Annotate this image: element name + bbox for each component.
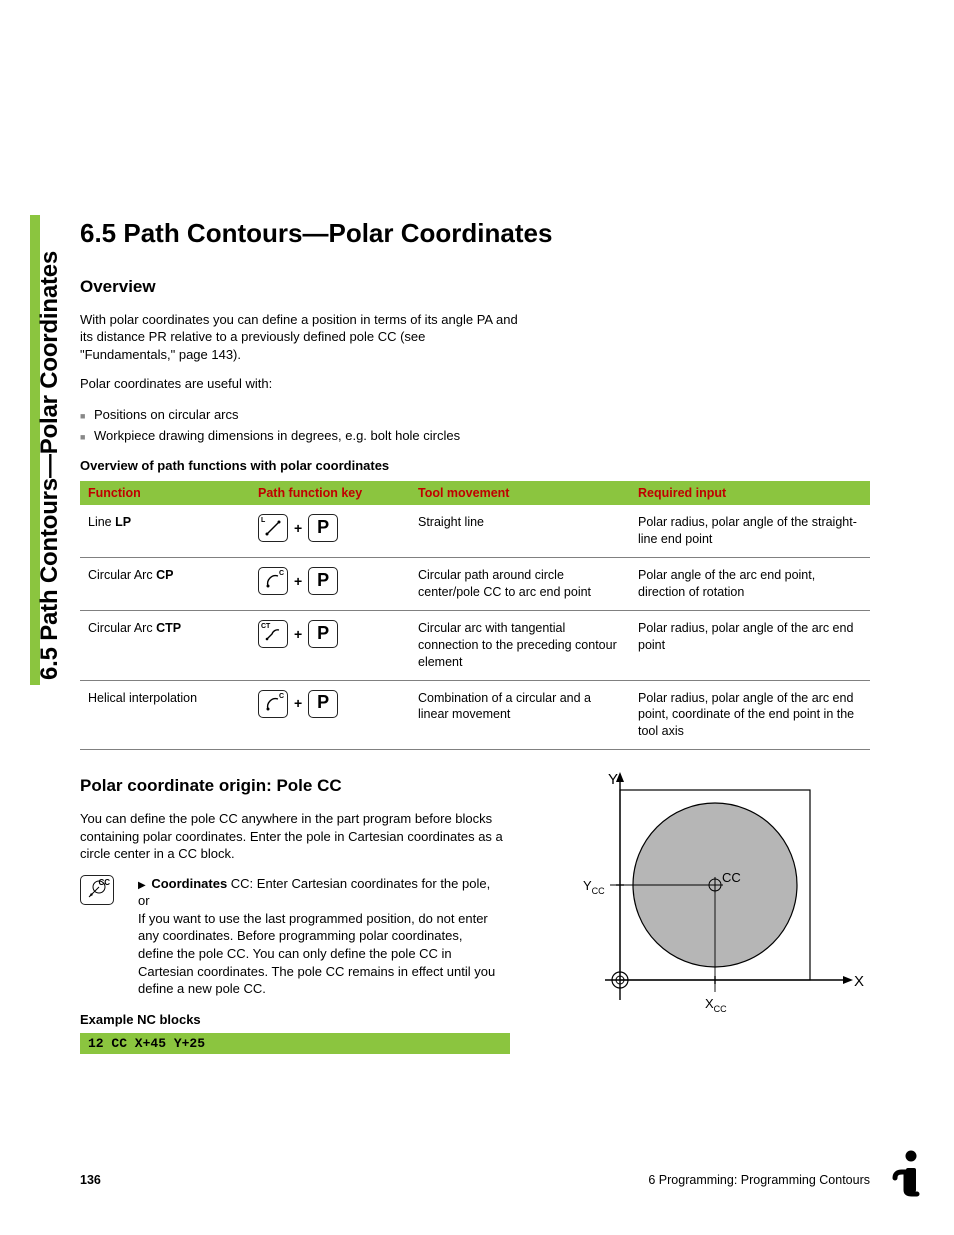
cc-center-label: CC — [722, 870, 741, 885]
path-key-icon: CT — [258, 620, 288, 648]
cell-function: Line LP — [80, 505, 250, 557]
th-movement: Tool movement — [410, 481, 630, 505]
cell-key: C + P — [250, 558, 410, 611]
cell-required: Polar radius, polar angle of the arc end… — [630, 680, 870, 750]
p-key-icon: P — [308, 620, 338, 648]
cell-movement: Straight line — [410, 505, 630, 557]
overview-bullets: Positions on circular arcs Workpiece dra… — [80, 405, 880, 447]
th-key: Path function key — [250, 481, 410, 505]
cell-function: Helical interpolation — [80, 680, 250, 750]
bullet-item: Positions on circular arcs — [80, 405, 880, 426]
path-functions-table: Function Path function key Tool movement… — [80, 481, 870, 750]
cell-required: Polar radius, polar angle of the straigh… — [630, 505, 870, 557]
main-title: 6.5 Path Contours—Polar Coordinates — [80, 218, 880, 249]
cell-required: Polar angle of the arc end point, direct… — [630, 558, 870, 611]
table-row: Line LP L + P Straight linePolar radius, pol… — [80, 505, 870, 557]
cell-key: L + P — [250, 505, 410, 557]
p-key-icon: P — [308, 514, 338, 542]
plus-sign: + — [294, 519, 302, 538]
path-key-icon: C — [258, 567, 288, 595]
cell-movement: Circular path around circle center/pole … — [410, 558, 630, 611]
coord-para2: If you want to use the last programmed p… — [138, 911, 495, 996]
th-required: Required input — [630, 481, 870, 505]
cell-key: C + P — [250, 680, 410, 750]
y-axis-label: Y — [608, 771, 618, 788]
cell-required: Polar radius, polar angle of the arc end… — [630, 610, 870, 680]
path-key-icon: L — [258, 514, 288, 542]
cell-key: CT + P — [250, 610, 410, 680]
coord-bold: Coordinates — [151, 876, 227, 891]
p-key-icon: P — [308, 690, 338, 718]
bullet-item: Workpiece drawing dimensions in degrees,… — [80, 426, 880, 447]
cc-key-label: CC — [98, 878, 110, 887]
overview-heading: Overview — [80, 277, 880, 297]
arrow-icon: ▶ — [138, 880, 146, 891]
overview-para-2: Polar coordinates are useful with: — [80, 375, 520, 393]
side-title: 6.5 Path Contours—Polar Coordinates — [36, 251, 64, 680]
xcc-label: XCC — [705, 996, 727, 1014]
info-icon — [892, 1148, 934, 1203]
p-key-icon: P — [308, 567, 338, 595]
page-number: 136 — [80, 1173, 101, 1187]
cell-function: Circular Arc CP — [80, 558, 250, 611]
ycc-label: YCC — [583, 878, 605, 896]
plus-sign: + — [294, 572, 302, 591]
table-row: Circular Arc CP C + P Circular path around c… — [80, 558, 870, 611]
x-axis-label: X — [854, 973, 864, 990]
cc-key-icon: CC — [80, 875, 114, 905]
cc-text: ▶ Coordinates CC: Enter Cartesian coordi… — [138, 875, 498, 998]
table-title: Overview of path functions with polar co… — [80, 458, 880, 473]
cell-movement: Combination of a circular and a linear m… — [410, 680, 630, 750]
table-row: Circular Arc CTP CT + P Circular arc with ta… — [80, 610, 870, 680]
table-header-row: Function Path function key Tool movement… — [80, 481, 870, 505]
page-footer: 136 6 Programming: Programming Contours — [80, 1173, 870, 1187]
table-row: Helical interpolation C + P Combination of a… — [80, 680, 870, 750]
cell-function: Circular Arc CTP — [80, 610, 250, 680]
path-key-icon: C — [258, 690, 288, 718]
cell-movement: Circular arc with tangential connection … — [410, 610, 630, 680]
plus-sign: + — [294, 625, 302, 644]
chapter-label: 6 Programming: Programming Contours — [648, 1173, 870, 1187]
cc-key-col: CC — [80, 875, 120, 998]
plus-sign: + — [294, 694, 302, 713]
th-function: Function — [80, 481, 250, 505]
overview-para-1: With polar coordinates you can define a … — [80, 311, 520, 364]
example-code: 12 CC X+45 Y+25 — [80, 1033, 510, 1054]
pole-cc-diagram: Y X CC YCC XCC — [550, 770, 870, 1030]
polar-origin-intro: You can define the pole CC anywhere in t… — [80, 810, 510, 863]
